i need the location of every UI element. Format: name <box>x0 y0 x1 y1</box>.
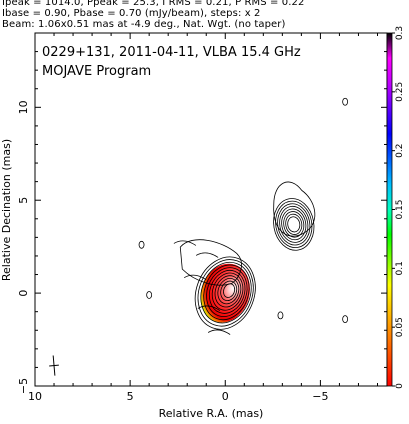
noise-contour <box>138 240 145 249</box>
core-contour <box>194 256 256 330</box>
core-contour <box>200 261 252 324</box>
plot-frame <box>34 32 388 387</box>
jet-contour <box>283 211 305 238</box>
core-contour <box>220 280 238 302</box>
noise-contour <box>342 315 349 324</box>
colorbar-tick-label: 0 <box>395 383 405 389</box>
colorbar-tick-label: 0.1 <box>395 261 405 275</box>
core-contour <box>214 275 242 308</box>
x-tick-label: 5 <box>127 390 134 403</box>
header-line-beam: Beam: 1.06x0.51 mas at -4.9 deg., Nat. W… <box>2 19 286 30</box>
core-contour <box>208 269 246 314</box>
beam-minor-axis <box>49 364 59 367</box>
y-tick-label: 10 <box>17 100 30 114</box>
core-contour <box>211 272 244 311</box>
core-extension-contour <box>195 252 219 258</box>
y-axis-label: Relative Decination (mas) <box>0 139 13 281</box>
y-tick-label: 5 <box>17 197 30 204</box>
colorbar-tick-label: 0.05 <box>395 317 405 337</box>
core-extension-contour <box>173 240 197 246</box>
x-tick-label: 0 <box>222 390 229 403</box>
x-axis-label: Relative R.A. (mas) <box>159 407 264 420</box>
colorbar <box>386 32 393 387</box>
core-outer-contour <box>179 239 242 286</box>
core-contour <box>223 283 236 298</box>
jet-contour <box>281 208 307 241</box>
jet-contour <box>277 203 311 246</box>
core-contour <box>217 278 240 305</box>
core-extension-contour <box>207 329 231 335</box>
annotation-program: MOJAVE Program <box>42 64 151 79</box>
jet-contour <box>287 216 301 233</box>
colorbar-tick-label: 0.3 <box>395 26 405 40</box>
x-tick-label: −5 <box>312 390 328 403</box>
y-tick-label: −5 <box>17 378 30 394</box>
core-polarization-image <box>200 263 251 323</box>
colorbar-tick-label: 0.25 <box>395 82 405 102</box>
jet-contour <box>279 205 309 243</box>
core-contour <box>206 267 248 317</box>
jet-contour <box>275 200 313 248</box>
core-extension-contour <box>197 305 221 311</box>
jet-contour <box>285 213 303 235</box>
core-contour <box>197 259 254 327</box>
jet-outer-contour <box>273 181 316 237</box>
noise-contour <box>342 97 349 106</box>
header-line-peak-rms: Ipeak = 1014.0, Ppeak = 25.3, I RMS = 0.… <box>2 0 305 8</box>
noise-contour <box>146 291 153 299</box>
x-tick-label: 10 <box>28 390 42 403</box>
header-line-base-steps: Ibase = 0.90, Pbase = 0.70 (mJy/beam), s… <box>2 8 261 19</box>
jet-contour <box>273 198 315 251</box>
noise-contour <box>277 311 284 320</box>
y-tick-label: 0 <box>17 290 30 297</box>
core-contour <box>203 264 250 321</box>
annotation-title: 0229+131, 2011-04-11, VLBA 15.4 GHz <box>42 45 301 60</box>
colorbar-tick-label: 0.15 <box>395 199 405 219</box>
colorbar-tick-label: 0.2 <box>395 144 405 158</box>
core-extension-contour <box>183 274 207 281</box>
